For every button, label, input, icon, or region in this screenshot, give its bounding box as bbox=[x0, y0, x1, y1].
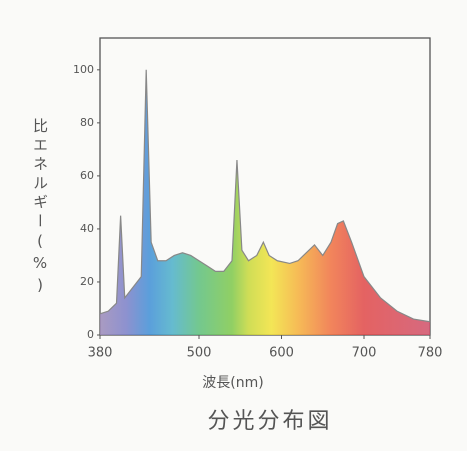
x-tick-label: 500 bbox=[187, 346, 212, 361]
page: 波長(nm) 分光分布図 0 20 40 60 80 100 380 500 600 700 780… bbox=[0, 0, 467, 451]
y-tick-label: 80 bbox=[80, 116, 94, 129]
y-tick-label: 0 bbox=[87, 328, 94, 341]
x-tick-label: 700 bbox=[352, 346, 377, 361]
y-tick-label: 100 bbox=[73, 63, 94, 76]
x-tick-label: 380 bbox=[88, 346, 113, 361]
y-tick-label: 20 bbox=[80, 275, 94, 288]
y-tick-label: 60 bbox=[80, 169, 94, 182]
x-tick-label: 600 bbox=[269, 346, 294, 361]
y-tick-label: 40 bbox=[80, 222, 94, 235]
x-axis-label: 波長(nm) bbox=[202, 375, 263, 391]
chart: 波長(nm) 分光分布図 0 20 40 60 80 100 380 500 600 700 780 bbox=[0, 0, 467, 451]
y-axis-label: 比エネルギー(%) bbox=[30, 118, 51, 298]
chart-title: 分光分布図 bbox=[207, 409, 332, 434]
x-tick-label: 780 bbox=[418, 346, 443, 361]
